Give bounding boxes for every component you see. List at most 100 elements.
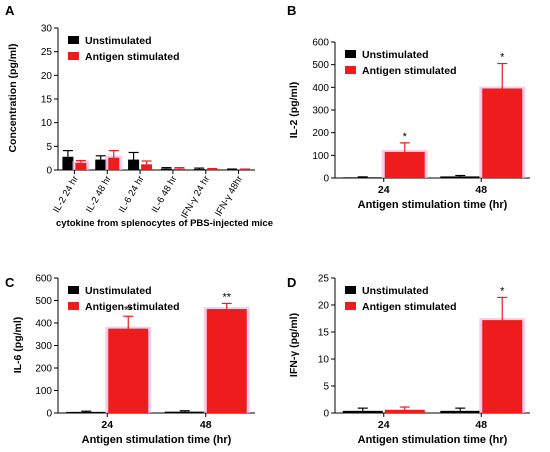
y-tick-label: 200 bbox=[35, 364, 52, 375]
x-tick-label: IL-2 48 hr bbox=[84, 174, 114, 215]
y-tick-label: 15 bbox=[41, 95, 53, 106]
x-axis-label: Antigen stimulation time (hr) bbox=[82, 434, 232, 446]
legend-swatch-antigen bbox=[345, 302, 356, 310]
bar-antigen bbox=[75, 162, 87, 170]
y-tick-label: 0 bbox=[323, 174, 329, 185]
legend-label: Unstimulated bbox=[85, 35, 152, 47]
legend-swatch-antigen bbox=[68, 302, 79, 310]
y-tick-label: 5 bbox=[46, 142, 52, 153]
y-axis-label: IL-6 (pg/ml) bbox=[12, 317, 24, 374]
y-tick-label: 10 bbox=[41, 118, 53, 129]
y-tick-label: 500 bbox=[312, 60, 329, 71]
bar-unstimulated bbox=[66, 411, 107, 413]
legend-label: Antigen stimulated bbox=[85, 51, 180, 63]
panel-b: B 0 100 200 300 400 500 600 IL-2 (pg/ml) 24 48 * * An… bbox=[287, 3, 530, 211]
x-tick-label: 48 bbox=[475, 419, 487, 431]
y-tick-label: 400 bbox=[35, 319, 52, 330]
x-tick-label: 24 bbox=[101, 419, 113, 431]
panel-a: A 0 5 10 15 20 25 30 Concentration (pg/ml) IL-2 2… bbox=[5, 3, 273, 229]
bar-unstimulated bbox=[193, 169, 205, 170]
y-tick-label: 0 bbox=[46, 409, 52, 420]
legend-label: Unstimulated bbox=[362, 49, 429, 61]
legend-label: Unstimulated bbox=[362, 285, 429, 297]
bar-antigen bbox=[108, 157, 120, 170]
bar-unstimulated bbox=[95, 159, 107, 170]
significance-mark: ** bbox=[222, 291, 231, 303]
legend-swatch-antigen bbox=[345, 66, 356, 74]
x-tick-label: IL-6 24 hr bbox=[117, 174, 147, 215]
x-axis-label: Antigen stimulation time (hr) bbox=[358, 434, 508, 446]
bar-unstimulated bbox=[128, 159, 140, 170]
y-tick-label: 25 bbox=[318, 274, 330, 285]
bar-unstimulated bbox=[440, 176, 481, 178]
bar-unstimulated bbox=[160, 168, 172, 170]
bar-unstimulated bbox=[226, 169, 238, 171]
bar-unstimulated bbox=[62, 156, 74, 170]
legend-swatch-unstimulated bbox=[345, 286, 356, 294]
bar-unstimulated bbox=[342, 410, 383, 413]
panel-d: D 0 5 10 15 20 25 IFN-γ (pg/ml) 24 48 * Antigen sti… bbox=[287, 274, 530, 446]
legend-swatch-unstimulated bbox=[345, 50, 356, 58]
bar-unstimulated bbox=[440, 410, 481, 413]
significance-mark: ** bbox=[124, 304, 133, 316]
x-axis-label: cytokine from splenocytes of PBS-injecte… bbox=[56, 218, 273, 229]
bar-antigen bbox=[384, 151, 425, 178]
bar-antigen bbox=[108, 328, 149, 413]
y-tick-label: 5 bbox=[323, 382, 329, 393]
y-tick-label: 0 bbox=[323, 409, 329, 420]
x-tick-label: IFN-γ 24 hr bbox=[179, 174, 212, 221]
y-tick-label: 400 bbox=[312, 83, 329, 94]
bar-antigen bbox=[482, 320, 523, 413]
y-axis-label: Concentration (pg/ml) bbox=[7, 43, 19, 152]
significance-mark: * bbox=[403, 131, 408, 143]
significance-mark: * bbox=[500, 285, 505, 297]
x-tick-label: 48 bbox=[475, 184, 487, 196]
significance-mark: * bbox=[500, 52, 505, 64]
y-tick-label: 200 bbox=[312, 128, 329, 139]
legend-swatch-unstimulated bbox=[68, 286, 79, 294]
y-tick-label: 0 bbox=[46, 166, 52, 177]
legend-label: Antigen stimulated bbox=[362, 301, 457, 313]
x-tick-label: IFN-γ 48hr bbox=[213, 174, 245, 218]
y-tick-label: 100 bbox=[312, 151, 329, 162]
y-tick-label: 15 bbox=[318, 328, 330, 339]
panel-letter: B bbox=[287, 3, 296, 18]
x-tick-label: IL-6 48 hr bbox=[150, 174, 180, 215]
panel-c: C 0 100 200 300 400 500 600 IL-6 (pg/ml) 24 48 ** **… bbox=[5, 274, 255, 446]
legend-label: Antigen stimulated bbox=[85, 301, 180, 313]
y-axis-label: IFN-γ (pg/ml) bbox=[288, 313, 300, 377]
x-tick-label: 24 bbox=[378, 419, 390, 431]
x-tick-label: 48 bbox=[200, 419, 212, 431]
bar-antigen bbox=[482, 88, 523, 178]
legend-swatch-unstimulated bbox=[68, 36, 79, 44]
bar-antigen bbox=[206, 309, 247, 413]
y-tick-label: 300 bbox=[35, 341, 52, 352]
y-tick-label: 25 bbox=[41, 47, 53, 58]
y-tick-label: 100 bbox=[35, 386, 52, 397]
y-tick-label: 30 bbox=[41, 24, 53, 35]
legend-swatch-antigen bbox=[68, 52, 79, 60]
x-tick-label: 24 bbox=[378, 184, 390, 196]
panel-letter: C bbox=[5, 275, 15, 290]
y-tick-label: 10 bbox=[318, 355, 330, 366]
bar-antigen bbox=[206, 169, 218, 170]
bar-antigen bbox=[173, 168, 185, 170]
panel-letter: A bbox=[5, 3, 15, 18]
y-tick-label: 600 bbox=[312, 38, 329, 49]
x-tick-label: IL-2 24 hr bbox=[51, 174, 81, 215]
bar-antigen bbox=[239, 169, 251, 171]
y-tick-label: 20 bbox=[318, 301, 330, 312]
x-axis-label: Antigen stimulation time (hr) bbox=[358, 199, 508, 211]
bar-antigen bbox=[141, 164, 153, 170]
y-tick-label: 300 bbox=[312, 106, 329, 117]
legend-label: Unstimulated bbox=[85, 285, 152, 297]
y-tick-label: 500 bbox=[35, 296, 52, 307]
y-tick-label: 20 bbox=[41, 71, 53, 82]
y-tick-label: 600 bbox=[35, 274, 52, 285]
bar-unstimulated bbox=[342, 177, 383, 178]
y-axis-label: IL-2 (pg/ml) bbox=[288, 82, 300, 139]
legend-label: Antigen stimulated bbox=[362, 65, 457, 77]
bar-unstimulated bbox=[164, 411, 205, 413]
bar-antigen bbox=[384, 409, 425, 413]
